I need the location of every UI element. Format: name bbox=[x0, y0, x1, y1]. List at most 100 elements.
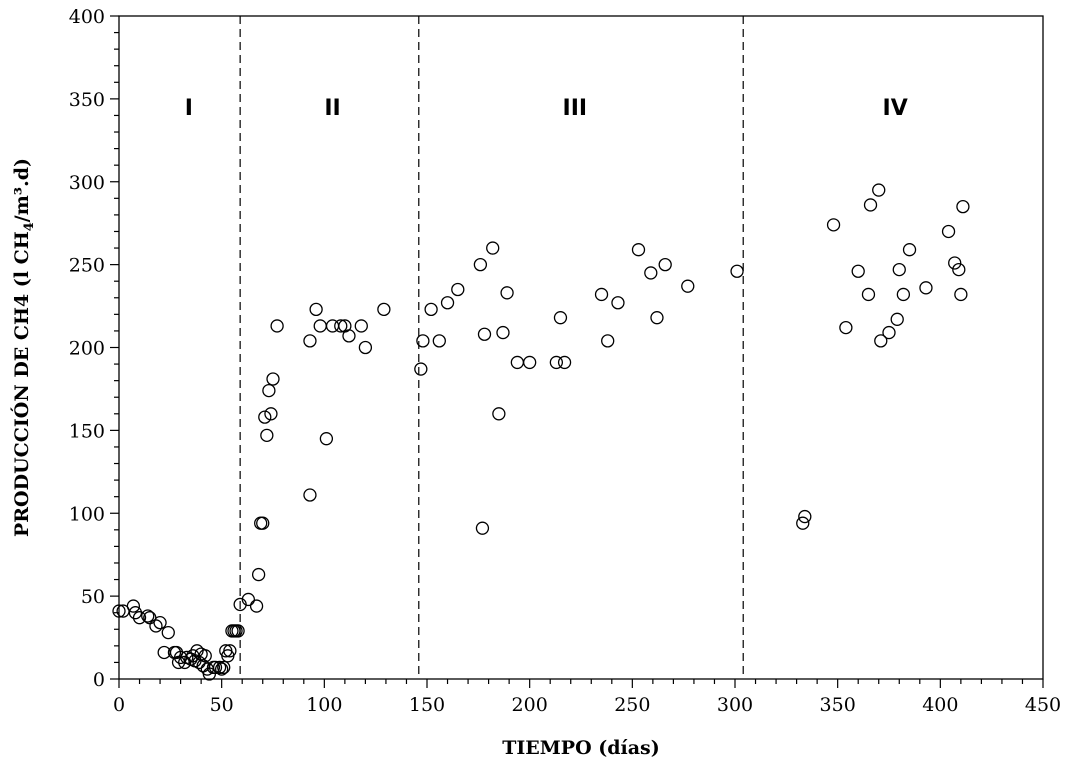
data-point bbox=[416, 334, 430, 348]
data-point bbox=[631, 243, 646, 257]
data-point bbox=[141, 609, 155, 623]
data-point bbox=[270, 319, 284, 333]
phase-label: III bbox=[563, 96, 588, 121]
data-point bbox=[477, 327, 492, 341]
data-point bbox=[149, 619, 163, 633]
data-point bbox=[644, 266, 658, 280]
data-point bbox=[882, 325, 896, 340]
data-points bbox=[112, 183, 970, 681]
x-tick-label: 450 bbox=[1025, 694, 1061, 716]
y-tick-label: 50 bbox=[81, 586, 105, 608]
data-point bbox=[208, 660, 223, 675]
phase-label: II bbox=[324, 96, 340, 121]
data-point bbox=[319, 432, 334, 446]
x-tick-label: 350 bbox=[820, 694, 856, 716]
y-tick-label: 100 bbox=[69, 503, 105, 525]
data-point bbox=[223, 644, 237, 658]
data-point bbox=[432, 334, 446, 348]
x-tick-label: 300 bbox=[717, 694, 753, 716]
data-point bbox=[414, 362, 428, 376]
data-point bbox=[492, 407, 506, 421]
data-point bbox=[956, 199, 970, 214]
phase-label: IV bbox=[883, 96, 908, 121]
data-point bbox=[730, 264, 744, 278]
data-point bbox=[902, 243, 917, 257]
data-point bbox=[258, 410, 272, 424]
data-point bbox=[215, 662, 229, 676]
data-point bbox=[424, 302, 438, 317]
plot-frame bbox=[118, 15, 1044, 680]
data-point bbox=[872, 183, 886, 197]
data-point bbox=[954, 287, 968, 302]
data-point bbox=[650, 311, 664, 325]
y-tick-label: 400 bbox=[69, 6, 105, 28]
data-point bbox=[266, 372, 280, 386]
x-axis-title: TIEMPO (días) bbox=[502, 737, 659, 759]
data-point bbox=[358, 340, 373, 355]
y-axis-title-subscript: 4 bbox=[22, 222, 37, 231]
data-point bbox=[601, 334, 615, 348]
data-point bbox=[313, 319, 327, 333]
data-point bbox=[128, 606, 143, 620]
data-point bbox=[890, 312, 904, 326]
data-point bbox=[303, 488, 317, 502]
data-point bbox=[217, 660, 231, 675]
x-axis-ticks: 0 50 100 150 200 250 300 350 400 450 bbox=[113, 679, 1061, 716]
data-point bbox=[354, 319, 368, 333]
y-tick-label: 0 bbox=[93, 669, 105, 691]
x-tick-label: 50 bbox=[210, 694, 234, 716]
x-tick-label: 150 bbox=[409, 694, 445, 716]
data-point bbox=[658, 257, 672, 272]
data-point bbox=[451, 282, 465, 297]
data-point bbox=[796, 516, 810, 530]
data-point bbox=[260, 428, 274, 442]
data-point bbox=[919, 281, 933, 295]
data-point bbox=[342, 329, 356, 343]
x-tick-label: 0 bbox=[113, 694, 125, 716]
data-point bbox=[231, 624, 245, 638]
data-point bbox=[262, 383, 276, 398]
phase-boundary-lines bbox=[239, 16, 744, 679]
data-point bbox=[851, 264, 865, 278]
data-point bbox=[440, 296, 455, 310]
data-point bbox=[475, 521, 490, 535]
phase-labels: I II III IV bbox=[185, 96, 908, 121]
x-tick-label: 400 bbox=[922, 694, 958, 716]
y-tick-label: 300 bbox=[69, 172, 105, 194]
data-point bbox=[798, 509, 812, 524]
data-point bbox=[334, 319, 348, 333]
y-axis-title-main: PRODUCCIÓN DE CH4 (l CH bbox=[10, 231, 33, 537]
data-point bbox=[500, 286, 514, 300]
y-tick-label: 150 bbox=[69, 420, 105, 442]
data-point bbox=[303, 334, 317, 348]
data-point bbox=[523, 355, 537, 370]
data-point bbox=[892, 262, 906, 277]
data-point bbox=[132, 611, 147, 625]
data-point bbox=[941, 224, 956, 239]
data-point bbox=[861, 287, 876, 302]
data-point bbox=[309, 302, 323, 317]
data-point bbox=[611, 296, 625, 310]
y-axis-title-tail: /m³.d) bbox=[11, 158, 33, 222]
y-axis-title: PRODUCCIÓN DE CH4 (l CH4/m³.d) bbox=[10, 158, 37, 537]
data-point bbox=[256, 516, 270, 530]
y-tick-label: 250 bbox=[69, 255, 105, 277]
data-point bbox=[126, 599, 141, 613]
data-point bbox=[241, 592, 256, 607]
data-point bbox=[251, 567, 266, 582]
y-tick-label: 350 bbox=[69, 89, 105, 111]
data-point bbox=[863, 198, 878, 212]
data-point bbox=[553, 311, 568, 325]
data-point bbox=[952, 262, 966, 277]
data-point bbox=[839, 320, 853, 335]
data-point bbox=[153, 615, 167, 630]
data-point bbox=[264, 407, 278, 421]
phase-label: I bbox=[185, 96, 193, 121]
data-point bbox=[377, 302, 391, 317]
x-tick-label: 100 bbox=[306, 694, 342, 716]
x-tick-label: 250 bbox=[614, 694, 650, 716]
data-point bbox=[486, 241, 500, 255]
data-point bbox=[557, 355, 572, 370]
data-point bbox=[549, 355, 564, 370]
